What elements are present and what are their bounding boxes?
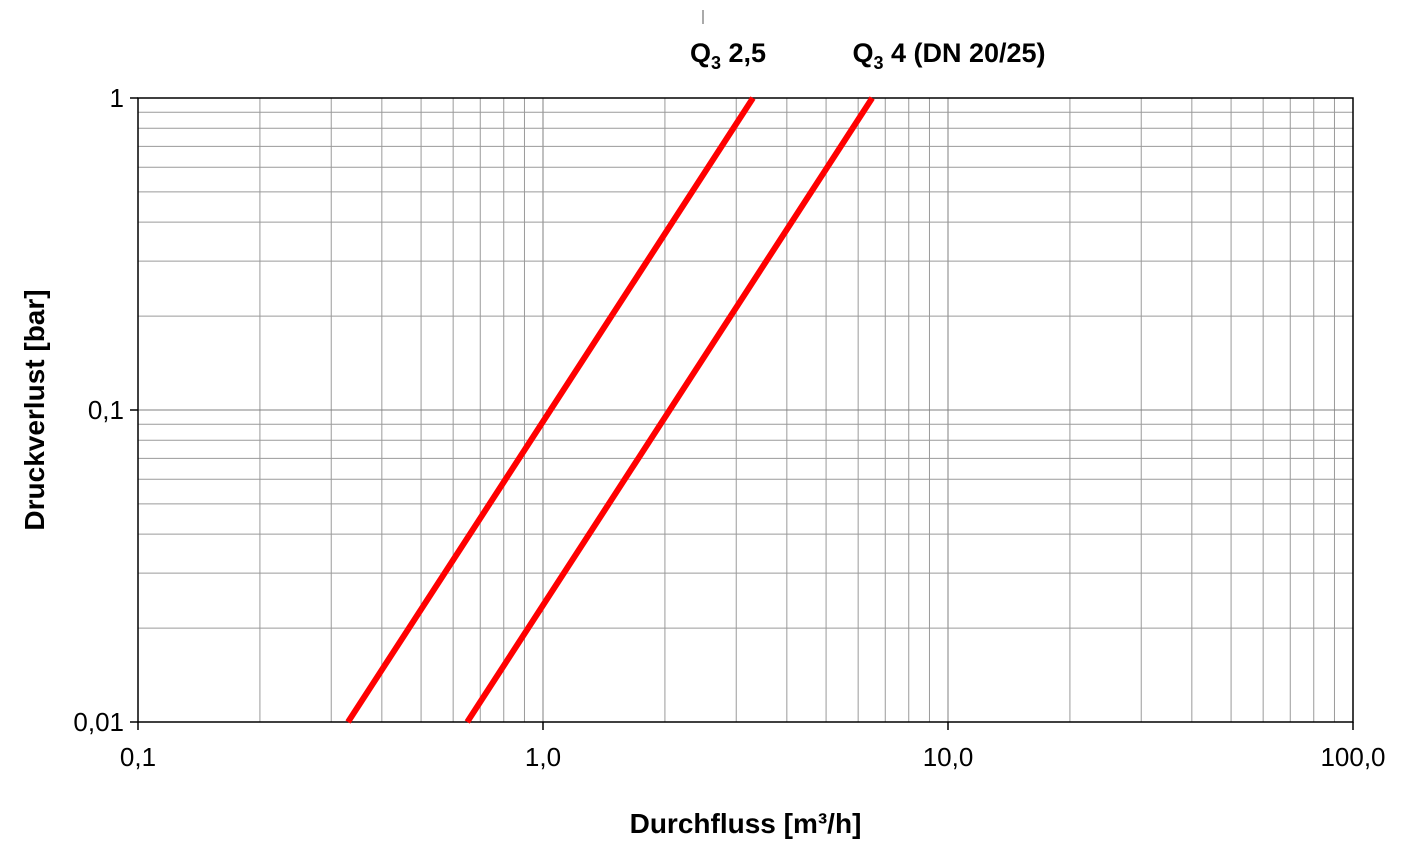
x-axis-ticks: 0,1 1,0 10,0 100,0 — [120, 722, 1386, 772]
x-tick-label: 10,0 — [923, 742, 974, 772]
y-axis-ticks: 0,01 0,1 1 — [73, 83, 138, 737]
series-label-main: Q — [852, 38, 873, 68]
grid — [138, 98, 1353, 722]
series-label-text: 4 (DN 20/25) — [883, 38, 1045, 68]
x-axis-title: Durchfluss [m³/h] — [630, 808, 862, 839]
series-line-1 — [345, 96, 756, 724]
series-label-main: Q — [690, 38, 711, 68]
y-axis-title: Druckverlust [bar] — [19, 289, 50, 530]
x-tick-label: 1,0 — [525, 742, 561, 772]
series-label-2: Q3 4 (DN 20/25) — [852, 38, 1045, 73]
x-tick-label: 100,0 — [1320, 742, 1385, 772]
series-label-1: Q3 2,5 — [690, 38, 766, 73]
series-label-text: 2,5 — [721, 38, 766, 68]
y-tick-label: 0,1 — [88, 395, 124, 425]
y-tick-label: 1 — [110, 83, 124, 113]
series-labels: Q3 2,5 Q3 4 (DN 20/25) — [690, 38, 1046, 73]
x-tick-label: 0,1 — [120, 742, 156, 772]
y-tick-label: 0,01 — [73, 707, 124, 737]
series — [345, 96, 875, 724]
series-label-subscript: 3 — [873, 53, 883, 73]
series-label-subscript: 3 — [711, 53, 721, 73]
series-line-2 — [464, 96, 875, 724]
